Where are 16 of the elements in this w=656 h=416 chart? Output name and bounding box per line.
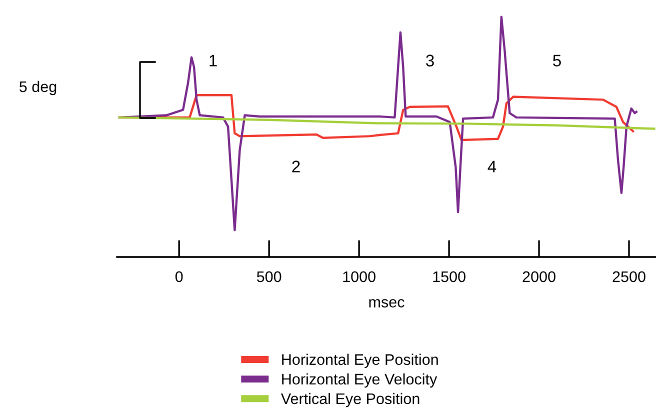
annotation: 2 bbox=[292, 160, 300, 172]
x-tick-label: 1500 bbox=[433, 271, 466, 282]
annotation: 4 bbox=[488, 160, 496, 172]
legend-label: Horizontal Eye Velocity bbox=[282, 373, 438, 388]
legend-label: Vertical Eye Position bbox=[280, 392, 420, 408]
annotation: 3 bbox=[426, 54, 434, 66]
legend-label: Horizontal Eye Position bbox=[282, 354, 438, 368]
x-tick-label: 500 bbox=[256, 271, 282, 282]
text: 5 deg bbox=[19, 80, 56, 96]
annotation: 5 bbox=[553, 54, 561, 66]
x-tick-label: 0 bbox=[175, 271, 183, 282]
x-tick-label: 2500 bbox=[612, 271, 646, 282]
x-tick-label: 1000 bbox=[343, 271, 376, 282]
x-tick-label: 2000 bbox=[522, 271, 556, 282]
annotation: 1 bbox=[210, 54, 217, 66]
x-axis-title: msec bbox=[369, 299, 404, 308]
